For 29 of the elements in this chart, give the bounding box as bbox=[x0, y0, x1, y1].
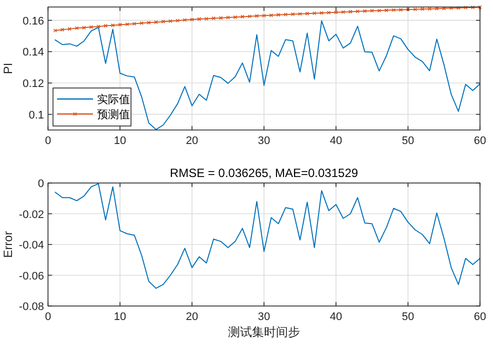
x-tick-label: 60 bbox=[474, 135, 486, 147]
x-tick-label: 30 bbox=[258, 311, 270, 323]
y-tick-label: 0.1 bbox=[28, 109, 44, 122]
y-tick-label: 0.14 bbox=[22, 46, 44, 59]
x-tick-label: 50 bbox=[402, 135, 414, 147]
chart-title: RMSE = 0.036265, MAE=0.031529 bbox=[170, 166, 358, 180]
y-axis-title: Error bbox=[1, 231, 15, 258]
x-tick-label: 40 bbox=[330, 311, 342, 323]
x-axis-title: 测试集时间步 bbox=[228, 325, 300, 339]
y-tick-label: -0.02 bbox=[18, 208, 44, 221]
legend-label: 实际值 bbox=[97, 93, 130, 106]
y-tick-label: -0.08 bbox=[18, 301, 44, 313]
x-tick-label: 20 bbox=[186, 311, 198, 323]
y-axis-title: PI bbox=[1, 62, 15, 74]
y-tick-label: 0.16 bbox=[22, 15, 44, 28]
x-tick-label: 30 bbox=[258, 135, 270, 147]
x-tick-label: 50 bbox=[402, 311, 414, 323]
y-tick-label: -0.06 bbox=[18, 270, 44, 282]
x-tick-label: 20 bbox=[186, 135, 198, 147]
legend-label: 预测值 bbox=[97, 109, 130, 121]
x-tick-label: 40 bbox=[330, 135, 342, 147]
x-tick-label: 10 bbox=[114, 135, 126, 147]
x-tick-label: 10 bbox=[114, 311, 126, 323]
y-tick-label: 0.12 bbox=[22, 78, 44, 90]
x-tick-label: 0 bbox=[44, 135, 52, 147]
x-tick-label: 0 bbox=[44, 311, 52, 323]
y-tick-label: -0.04 bbox=[18, 240, 44, 252]
x-tick-label: 60 bbox=[474, 311, 486, 323]
y-tick-label: 0 bbox=[38, 178, 44, 190]
